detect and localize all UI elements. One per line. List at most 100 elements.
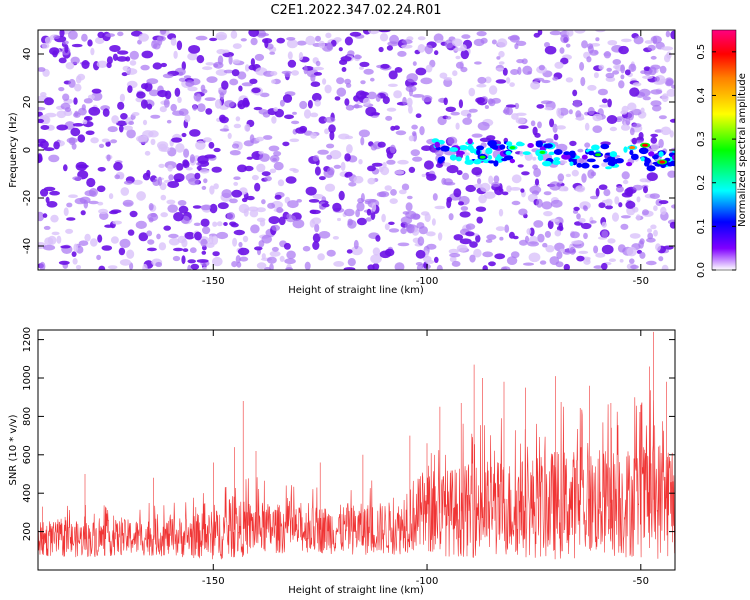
spectrogram-cell (653, 205, 658, 212)
spectrogram-cell (421, 95, 433, 103)
spectrogram-cell (612, 59, 622, 65)
spectrogram-cell (580, 76, 586, 87)
spectrogram-cell (456, 170, 463, 176)
signal-cell (449, 154, 457, 161)
spectrogram-cell (498, 61, 505, 65)
spectrogram-cell (418, 226, 428, 235)
spectrogram-cell (267, 256, 277, 264)
spectrogram-cell (44, 112, 57, 118)
spectrogram-cell (264, 266, 271, 270)
signal-cell (527, 143, 534, 148)
spectrogram-cell (104, 224, 114, 228)
spectrogram-cell (605, 72, 615, 79)
spectrogram-cell (341, 67, 347, 72)
spectrogram-cell (386, 107, 397, 112)
signal-cell (485, 147, 493, 155)
x-tick-label: -150 (202, 576, 225, 587)
spectrogram-cell (258, 240, 265, 248)
spectrogram-cell (160, 194, 167, 201)
spectrogram-cell (563, 186, 569, 192)
spectrogram-cell (344, 135, 354, 140)
spectrogram-cell (394, 170, 405, 175)
spectrogram-cell (530, 81, 541, 90)
spectrogram-cell (544, 230, 552, 238)
spectrogram-cell (121, 72, 128, 77)
spectrogram-cell (379, 33, 389, 42)
spectrogram-cell (185, 80, 195, 87)
spectrogram-cell (578, 218, 586, 223)
spectrogram-cell (460, 49, 469, 60)
signal-cell (493, 160, 499, 167)
spectrogram-cell (317, 149, 329, 155)
spectrogram-cell (408, 105, 413, 114)
spectrogram-cell (105, 33, 115, 37)
spectrogram-cell (84, 116, 93, 121)
spectrogram-cell (174, 87, 181, 97)
spectrogram-cell (670, 30, 675, 40)
spectrogram-cell (250, 58, 255, 67)
spectrogram-cell (386, 159, 396, 165)
spectrogram-cell (119, 93, 125, 102)
spectrogram-cell (645, 260, 657, 266)
spectrogram-cell (328, 124, 336, 134)
spectrogram-cell (576, 213, 581, 220)
spectrogram-cell (68, 78, 76, 88)
spectrogram-cell (653, 80, 665, 85)
spectrogram-cell (601, 98, 608, 104)
signal-cell (488, 160, 495, 164)
spectrogram-cell (475, 97, 485, 104)
colorbar-gradient (711, 29, 737, 271)
spectrogram-cell (255, 136, 264, 142)
spectrogram-cell (482, 251, 494, 258)
spectrogram-cell (182, 248, 189, 253)
spectrogram-cell (343, 267, 356, 270)
spectrogram-cell (398, 189, 407, 195)
spectrogram-cell (146, 78, 159, 85)
spectrogram-cell (193, 92, 202, 102)
spectrogram-cell (41, 42, 50, 49)
spectrogram-cell (244, 165, 254, 172)
spectrogram-cell (125, 56, 131, 62)
spectrogram-cell (570, 231, 580, 239)
spectrogram-cell (528, 252, 541, 263)
spectrogram-cell (310, 112, 319, 118)
spectrogram-cell (581, 173, 587, 183)
spectrogram-cell (39, 140, 49, 149)
spectrogram-cell (129, 50, 139, 60)
spectrogram-cell (493, 175, 500, 183)
spectrogram-cell (146, 103, 153, 110)
spectrogram-cell (91, 88, 102, 94)
spectrogram-cell (213, 61, 224, 69)
spectrogram-cell (415, 67, 427, 76)
snr-x-ticks: -150 -100 -50 (202, 330, 649, 587)
spectrogram-cell (468, 87, 476, 97)
spectrogram-cell (650, 136, 658, 144)
spectrogram-cell (643, 186, 648, 194)
spectrogram-cell (168, 174, 174, 181)
spectrogram-cell (199, 169, 210, 174)
spectrogram-cell (389, 144, 396, 154)
spectrogram-cell (240, 38, 247, 42)
spectrogram-cell (231, 189, 243, 198)
spectrogram-cell (486, 234, 497, 240)
spectrogram-cell (273, 151, 282, 157)
spectrogram-cell (268, 216, 280, 225)
spectrogram-cell (542, 242, 548, 248)
spectrogram-cell (437, 232, 443, 241)
spectrogram-cell (219, 116, 229, 124)
spectrogram-cell (201, 250, 207, 255)
spectrogram-cell (177, 96, 182, 104)
spectrogram-cell (488, 261, 496, 267)
spectrogram-cell (658, 256, 664, 262)
spectrogram-cell (628, 63, 637, 72)
spectrogram-cell (283, 242, 291, 250)
spectrogram-cell (313, 72, 322, 76)
spectrogram-cell (238, 203, 250, 214)
spectrogram-cell (421, 145, 432, 151)
spectrogram-cell (593, 245, 599, 254)
spectrogram-cell (277, 179, 285, 187)
spectrogram-cell (453, 188, 462, 198)
spectrogram-cell (375, 235, 381, 242)
spectrogram-cell (522, 65, 533, 76)
spectrogram-cell (157, 90, 168, 98)
